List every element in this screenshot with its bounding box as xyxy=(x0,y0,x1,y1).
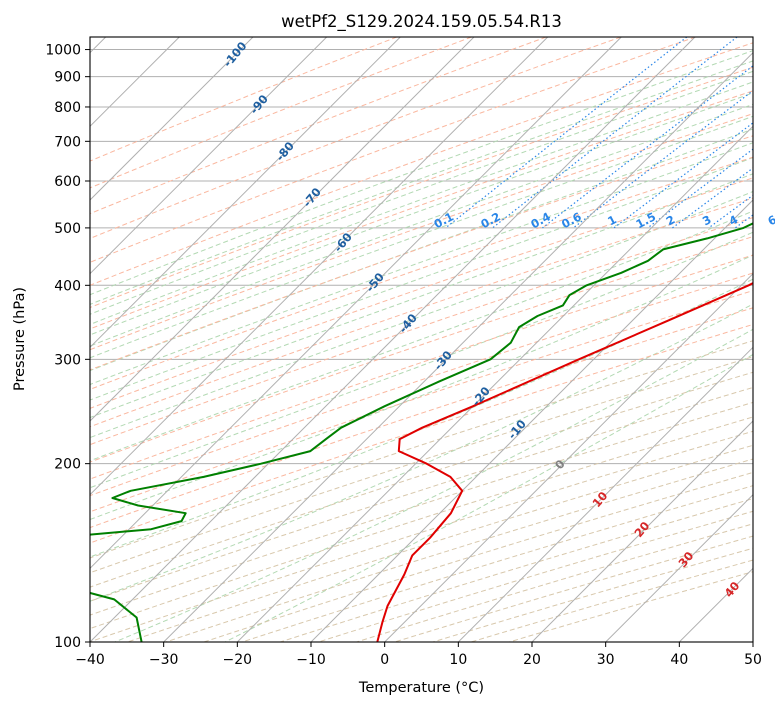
dry-adiabat xyxy=(90,66,753,309)
moist-adiabat xyxy=(114,328,753,642)
isotherm xyxy=(605,493,753,642)
dry-adiabat xyxy=(90,430,753,642)
dry-adiabat xyxy=(90,37,696,263)
y-tick-label: 1000 xyxy=(45,43,81,59)
moist-adiabat xyxy=(90,128,753,372)
dry-adiabat xyxy=(356,523,753,642)
mixing-ratio-line xyxy=(572,89,753,229)
isotherm xyxy=(457,346,753,642)
moist-adiabat xyxy=(90,157,753,401)
dry-adiabat xyxy=(90,401,753,616)
y-tick-label: 400 xyxy=(54,278,81,294)
dry-adiabat xyxy=(90,416,753,630)
dry-adiabat xyxy=(90,323,753,544)
isotherm xyxy=(236,125,753,642)
y-tick-label: 700 xyxy=(54,134,81,150)
x-tick-label: 40 xyxy=(670,652,688,668)
moist-adiabat xyxy=(90,254,753,521)
x-tick-label: −20 xyxy=(223,652,253,668)
x-axis-title: Temperature (°C) xyxy=(358,680,484,696)
dry-adiabats xyxy=(90,37,753,642)
dry-adiabat xyxy=(90,197,753,428)
x-tick-label: −30 xyxy=(149,652,179,668)
dry-adiabat xyxy=(394,535,753,642)
x-tick-label: −40 xyxy=(75,652,105,668)
dry-adiabat xyxy=(90,42,753,286)
dry-adiabat xyxy=(318,510,753,642)
x-tick-label: −10 xyxy=(296,652,326,668)
dry-adiabat xyxy=(90,307,753,529)
mixing-ratio-line xyxy=(542,65,753,229)
temperature-line xyxy=(376,282,753,642)
x-tick-label: 50 xyxy=(744,652,762,668)
x-tick-label: 20 xyxy=(523,652,541,668)
y-axis: 1000 900 800 700 600 500 400 300 200 100 xyxy=(45,43,90,651)
dry-adiabat xyxy=(90,37,622,240)
isotherm xyxy=(90,37,549,496)
dry-adiabat xyxy=(127,444,753,642)
dry-adiabat xyxy=(90,135,753,371)
mixing-ratio-line xyxy=(672,167,753,229)
x-tick-label: 0 xyxy=(380,652,389,668)
y-tick-label: 500 xyxy=(54,221,81,237)
isotherms xyxy=(90,37,753,642)
y-tick-label: 800 xyxy=(54,100,81,116)
x-tick-label: 10 xyxy=(449,652,467,668)
y-tick-label: 100 xyxy=(54,635,81,651)
y-tick-label: 300 xyxy=(54,352,81,368)
isotherm xyxy=(310,199,753,642)
chart-title: wetPf2_S129.2024.159.05.54.R13 xyxy=(281,12,562,32)
moist-adiabat xyxy=(90,70,753,315)
x-axis: −40 −30 −20 −10 0 10 20 30 40 50 xyxy=(75,642,762,668)
y-tick-label: 900 xyxy=(54,70,81,86)
isotherm xyxy=(163,51,753,642)
moist-adiabat xyxy=(90,142,753,386)
moist-adiabat xyxy=(90,103,753,347)
moist-adiabat xyxy=(90,191,753,439)
y-tick-label: 200 xyxy=(54,457,81,473)
dry-adiabat xyxy=(90,156,753,390)
sounding-profiles xyxy=(90,222,753,642)
isotherm xyxy=(90,37,475,422)
y-tick-label: 600 xyxy=(54,174,81,190)
dry-adiabat xyxy=(90,236,753,463)
dewpoint-line xyxy=(90,222,753,642)
isotherm xyxy=(90,37,401,349)
dry-adiabat xyxy=(90,272,753,497)
plot-frame xyxy=(89,36,754,643)
dry-adiabat xyxy=(165,458,753,642)
isotherm xyxy=(90,37,328,275)
x-tick-label: 30 xyxy=(597,652,615,668)
isotherm xyxy=(90,37,696,642)
dry-adiabat xyxy=(90,340,753,559)
dry-adiabat xyxy=(90,90,753,330)
isotherm xyxy=(531,420,753,642)
isotherm xyxy=(384,272,753,642)
dry-adiabat xyxy=(90,113,753,351)
moist-adiabat xyxy=(90,173,753,419)
mixing-ratio-label: 6 xyxy=(765,212,775,228)
isotherm xyxy=(90,37,254,201)
isotherm xyxy=(90,37,622,570)
y-axis-title: Pressure (hPa) xyxy=(12,287,28,391)
grid-layer xyxy=(90,49,753,642)
moist-adiabat xyxy=(90,278,753,558)
plot-area xyxy=(90,37,753,642)
